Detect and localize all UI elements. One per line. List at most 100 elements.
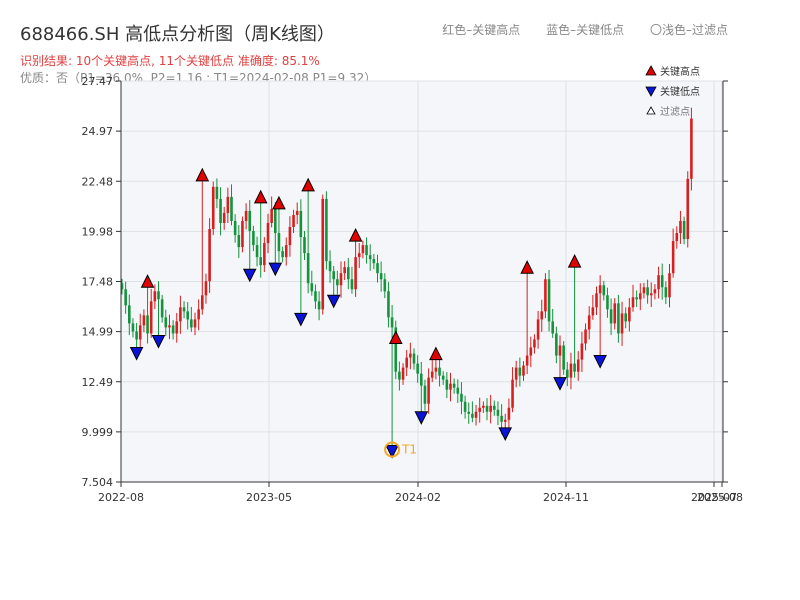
candle-body [190, 319, 193, 328]
y-tick-label: 19.98 [82, 225, 114, 238]
candle-body [266, 222, 270, 244]
analysis-result-text: 识别结果: 10个关键高点, 11个关键低点 准确度: 85.1% [20, 54, 320, 68]
axes: 27.47 24.97 22.48 19.98 17.48 14.99 12.49 9.999… [82, 75, 743, 504]
candle-body [372, 259, 376, 264]
candle-body [368, 255, 372, 260]
candle-body [529, 347, 533, 356]
key-high-marker [567, 254, 582, 268]
candle-body [511, 379, 514, 408]
candle-body [649, 293, 653, 296]
key-low-marker [294, 312, 308, 327]
key-high-marker [195, 167, 210, 182]
candle-body [230, 196, 233, 221]
candle-body [350, 279, 354, 290]
candle-body [409, 353, 412, 358]
legend-high-marker [645, 65, 657, 76]
top-legend-blue: 蓝色–关键低点 [546, 23, 625, 37]
candle-body [168, 325, 171, 328]
marker-layer: T1 [129, 167, 607, 459]
key-high-marker [140, 274, 155, 288]
candle-body [609, 309, 613, 324]
candle-body [357, 253, 361, 258]
x-tick-label: 2024-11 [543, 491, 589, 504]
candle-body [387, 291, 390, 318]
candle-body [657, 275, 660, 290]
candle-body [299, 210, 303, 238]
candle-body [503, 419, 507, 422]
key-low-marker [498, 427, 513, 441]
key-high-marker [301, 177, 315, 192]
t1-label: T1 [401, 443, 417, 457]
key-low-marker [242, 268, 257, 283]
candle-body [146, 315, 149, 334]
candle-body [675, 233, 679, 242]
x-tick-label: 2022-08 [98, 491, 144, 504]
candle-body [434, 367, 438, 372]
candle-body [241, 220, 244, 248]
key-low-marker [151, 334, 166, 349]
candle-body [631, 297, 635, 308]
candle-body [496, 409, 500, 416]
candle-body [128, 305, 131, 324]
candle-body [336, 279, 339, 286]
candle-body [660, 275, 664, 288]
candle-body [135, 331, 138, 340]
page-title: 688466.SH 高低点分析图（周K线图） [20, 24, 335, 45]
candle-body [423, 385, 427, 404]
candle-body [613, 303, 617, 324]
candle-body [390, 317, 394, 328]
candle-body [412, 353, 416, 364]
candle-body [544, 279, 547, 312]
candle-body [401, 367, 405, 380]
y-tick-label: 17.48 [82, 276, 114, 289]
candle-body [522, 365, 525, 376]
candle-body [153, 291, 157, 302]
candle-body [617, 303, 620, 334]
candle-body [573, 363, 576, 372]
candle-body [525, 355, 529, 366]
key-high-marker [272, 195, 286, 210]
candle-body [354, 257, 357, 290]
candle-body [485, 405, 489, 412]
candle-body [686, 178, 690, 240]
candle-body [449, 383, 452, 390]
candle-body [518, 367, 522, 376]
legend-filtered-marker [646, 106, 656, 115]
candle-body [405, 357, 408, 368]
key-high-marker [429, 346, 443, 361]
candle-body [478, 407, 481, 412]
candle-body [507, 407, 511, 420]
candle-body [591, 307, 595, 316]
y-tick-label: 12.49 [82, 376, 114, 389]
candle-body [197, 309, 200, 320]
key-low-marker [553, 377, 567, 391]
candle-body [639, 293, 642, 300]
candle-body [620, 313, 624, 334]
candle-body [314, 291, 317, 302]
key-high-marker [388, 330, 403, 344]
top-legend-red: 红色–关键高点 [442, 23, 521, 37]
chart-legend: 关键高点 关键低点 过滤点 [645, 65, 700, 118]
candle-body [171, 325, 175, 334]
y-tick-label: 24.97 [82, 125, 114, 138]
candle-body [124, 289, 127, 306]
candle-body [201, 295, 204, 310]
candle-body [219, 198, 222, 223]
candle-body [303, 237, 306, 254]
key-low-marker [268, 262, 283, 277]
candle-body [456, 387, 460, 394]
candle-body [536, 319, 540, 340]
candle-body [562, 345, 565, 370]
candle-body [310, 283, 314, 292]
candle-body [489, 405, 492, 412]
candle-body [474, 411, 478, 418]
y-tick-label: 22.48 [82, 175, 114, 188]
legend-low-label: 关键低点 [660, 85, 700, 98]
x-tick-label: 2024-02 [395, 491, 441, 504]
candle-body [690, 118, 693, 179]
candle-body [555, 333, 558, 356]
candle-body [471, 413, 474, 418]
candle-body [186, 311, 189, 320]
candle-body [460, 393, 463, 402]
x-tick-label: 2025-07 [691, 491, 737, 504]
